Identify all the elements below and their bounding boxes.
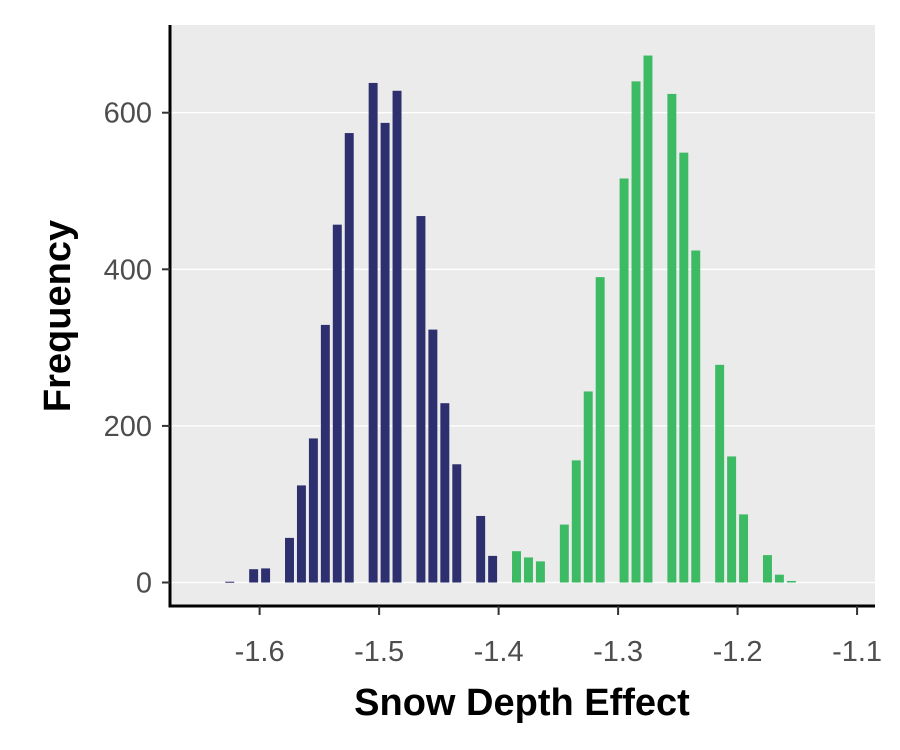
histogram-bar bbox=[225, 581, 235, 583]
histogram-bar bbox=[762, 555, 772, 583]
y-tick-label: 600 bbox=[104, 98, 152, 130]
x-tick-label: -1.6 bbox=[235, 636, 285, 668]
histogram-bar bbox=[249, 569, 259, 583]
y-tick-label: 400 bbox=[104, 254, 152, 286]
histogram-bar bbox=[285, 537, 294, 583]
histogram-bar bbox=[380, 122, 390, 583]
histogram-bar bbox=[679, 152, 689, 583]
histogram-bar bbox=[524, 557, 533, 583]
histogram-bar bbox=[452, 464, 462, 583]
histogram-bar bbox=[332, 224, 342, 583]
histogram-bar bbox=[571, 460, 581, 583]
histogram-bar bbox=[416, 216, 426, 583]
histogram-bar bbox=[344, 133, 354, 583]
histogram-bar bbox=[368, 82, 378, 583]
x-tick-label: -1.3 bbox=[593, 636, 643, 668]
y-tick-label: 200 bbox=[104, 411, 152, 443]
x-tick-label: -1.4 bbox=[474, 636, 524, 668]
histogram-bar bbox=[308, 438, 318, 583]
histogram-bar bbox=[667, 93, 677, 583]
y-axis-title: Frequency bbox=[37, 220, 79, 412]
histogram-bar bbox=[583, 391, 593, 583]
histogram-bar bbox=[619, 178, 629, 583]
histogram-bar bbox=[739, 514, 749, 583]
histogram-bar bbox=[392, 90, 402, 583]
histogram-bar bbox=[786, 580, 796, 583]
histogram-bar bbox=[643, 55, 653, 583]
histogram-bar bbox=[428, 329, 438, 583]
histogram-bar bbox=[727, 456, 737, 583]
histogram-bar bbox=[631, 81, 641, 583]
histogram-bar bbox=[512, 551, 521, 583]
histogram-bar bbox=[320, 324, 330, 583]
axis-ticks: 0 200 400 600 -1.6 -1.5 -1.4 -1.3 -1.2 -1.1 bbox=[104, 98, 882, 668]
histogram-bar bbox=[535, 561, 545, 583]
y-tick-label: 0 bbox=[136, 568, 152, 600]
histogram-bar bbox=[440, 403, 450, 583]
histogram-bar bbox=[559, 524, 569, 583]
x-axis-title: Snow Depth Effect bbox=[354, 682, 690, 724]
histogram-bar bbox=[488, 555, 498, 583]
x-tick-label: -1.5 bbox=[354, 636, 404, 668]
histogram-bar bbox=[476, 515, 486, 583]
histogram-bar bbox=[595, 277, 605, 583]
x-tick-label: -1.1 bbox=[832, 636, 882, 668]
histogram-bar bbox=[691, 250, 701, 583]
histogram-bar bbox=[261, 568, 271, 583]
bars bbox=[225, 55, 796, 583]
plot-panel bbox=[170, 25, 875, 606]
histogram-bar bbox=[774, 574, 784, 583]
histogram-bar bbox=[296, 485, 306, 583]
histogram-bar bbox=[715, 364, 725, 583]
x-tick-label: -1.2 bbox=[713, 636, 763, 668]
